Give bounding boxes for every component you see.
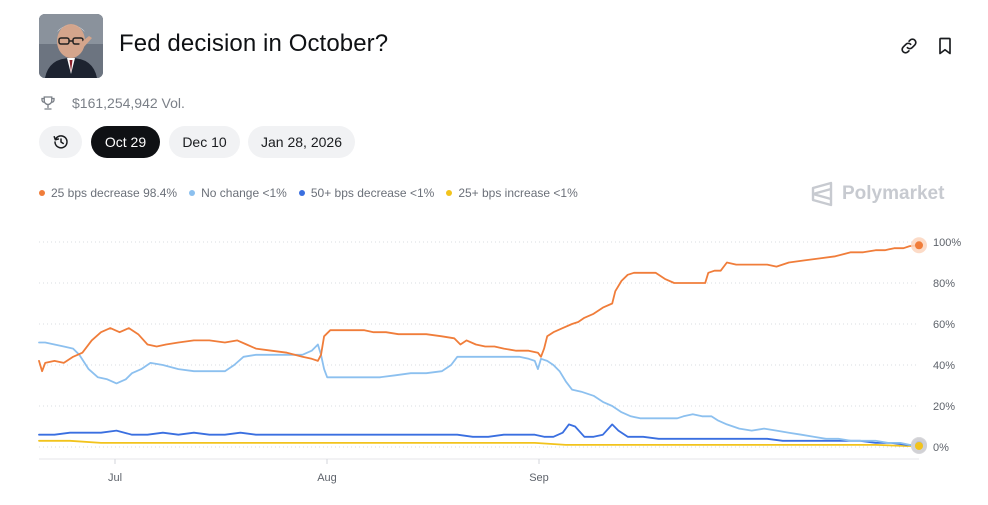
series-line-25-bps-increase <box>38 439 920 447</box>
y-tick-label: 0% <box>933 442 949 454</box>
legend-dot <box>446 190 453 196</box>
legend-item-no-change: No change <1% <box>189 186 287 200</box>
x-tick-label: Jul <box>108 472 122 484</box>
history-button[interactable] <box>39 126 82 158</box>
y-tick-label: 60% <box>933 319 955 331</box>
y-tick-label: 80% <box>933 278 955 290</box>
legend-value: <1% <box>262 186 287 200</box>
history-clock-icon <box>53 135 68 149</box>
chart-legend: 25 bps decrease 98.4% No change <1% 50+ … <box>39 186 590 200</box>
market-thumbnail-image <box>39 14 103 78</box>
trophy-icon <box>41 96 55 110</box>
tab-jan-28-2026[interactable]: Jan 28, 2026 <box>248 126 355 158</box>
legend-dot <box>189 190 196 196</box>
market-thumbnail <box>39 14 103 78</box>
probability-chart[interactable]: 100% 80% 60% 40% 20% 0% Jul Aug Sep <box>0 225 988 495</box>
series-end-dot <box>915 441 923 450</box>
legend-value: 98.4% <box>143 186 178 200</box>
polymarket-brand: Polymarket <box>810 181 944 207</box>
tab-oct-29[interactable]: Oct 29 <box>91 126 160 158</box>
legend-label: No change <box>201 186 260 200</box>
volume-row: $161,254,942 Vol. <box>39 93 185 113</box>
y-tick-label: 100% <box>933 237 961 249</box>
series-line-25-bps-decrease <box>38 244 920 373</box>
x-tick-label: Aug <box>317 472 337 484</box>
legend-label: 25+ bps increase <box>458 186 551 200</box>
y-tick-label: 40% <box>933 360 955 372</box>
legend-value: <1% <box>553 186 578 200</box>
series-end-dot <box>915 241 923 250</box>
tab-dec-10[interactable]: Dec 10 <box>169 126 240 158</box>
copy-link-button[interactable] <box>897 34 921 58</box>
x-tick-label: Sep <box>529 472 549 484</box>
legend-label: 50+ bps decrease <box>310 186 407 200</box>
legend-value: <1% <box>409 186 435 200</box>
legend-dot <box>39 190 45 196</box>
legend-item-50bps-decrease: 50+ bps decrease <1% <box>298 186 435 200</box>
legend-item-25bps-decrease: 25 bps decrease 98.4% <box>39 186 177 200</box>
legend-dot <box>298 190 305 196</box>
bookmark-icon <box>939 37 951 55</box>
volume-label: $161,254,942 Vol. <box>72 95 185 111</box>
legend-item-25bps-increase: 25+ bps increase <1% <box>446 186 578 200</box>
market-title: Fed decision in October? <box>119 30 389 57</box>
bookmark-button[interactable] <box>933 34 957 58</box>
link-icon <box>901 38 917 54</box>
polymarket-logo-icon <box>811 181 833 207</box>
series-line-50-bps-decrease <box>38 423 920 446</box>
legend-label: 25 bps decrease <box>51 186 140 200</box>
brand-name: Polymarket <box>842 183 945 204</box>
y-tick-label: 20% <box>933 401 955 413</box>
series-line-no-change <box>38 341 920 446</box>
